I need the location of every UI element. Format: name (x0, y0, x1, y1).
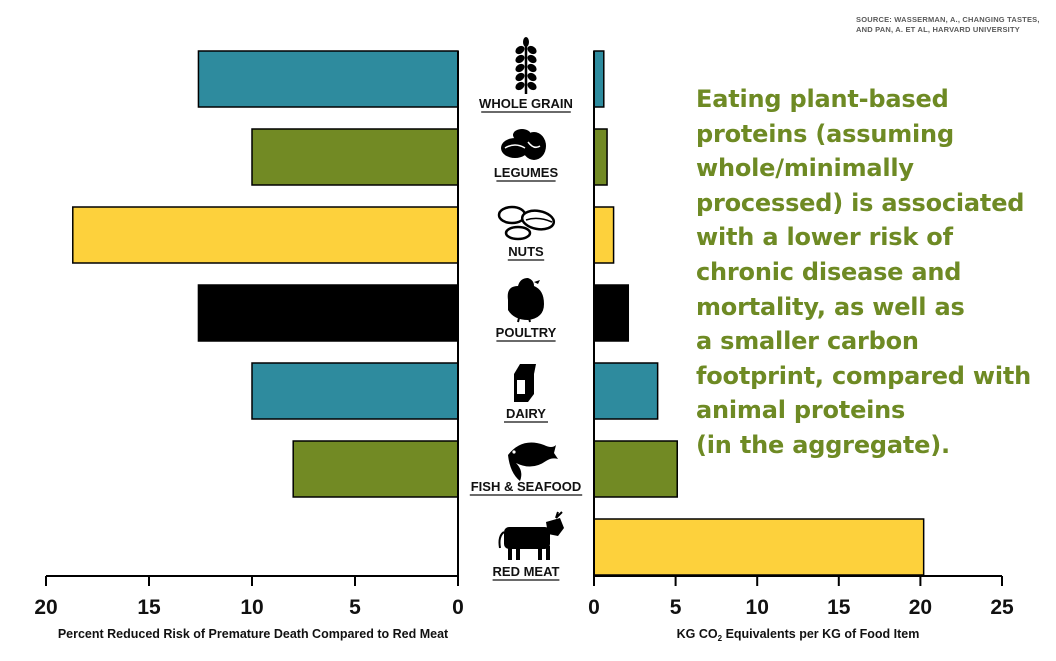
left-bar-dairy (251, 362, 459, 420)
left-bar-poultry (197, 284, 459, 342)
right-bar-poultry (593, 284, 630, 342)
category-label-dairy: DAIRY (506, 406, 546, 421)
left-bar-whole-grain (197, 50, 459, 108)
category-label-poultry: POULTRY (496, 325, 557, 340)
wheat-icon (515, 37, 537, 94)
left-tick-label: 5 (349, 596, 361, 619)
left-bars (72, 50, 459, 498)
left-tick-label: 10 (240, 596, 263, 619)
right-bars (593, 50, 925, 576)
right-x-axis-label: KG CO2 Equivalents per KG of Food Item (677, 627, 920, 643)
left-tick-label: 20 (34, 596, 57, 619)
category-label-legumes: LEGUMES (494, 165, 559, 180)
right-tick-label: 5 (670, 596, 682, 619)
source-note: SOURCE: WASSERMAN, A., CHANGING TASTES, … (856, 15, 1040, 34)
right-x-axis-label-sub: 2 (718, 634, 723, 643)
right-bar-whole-grain (593, 50, 605, 108)
headline-text: Eating plant-based proteins (assuming wh… (696, 85, 1032, 459)
left-bar-nuts (72, 206, 459, 264)
right-bar-fish-seafood (593, 440, 678, 498)
chicken-icon (507, 278, 544, 323)
cow-icon (498, 511, 564, 560)
right-tick-label: 15 (827, 596, 851, 619)
category-label-red-meat: RED MEAT (493, 564, 560, 579)
left-tick-label: 15 (137, 596, 161, 619)
category-icons (497, 37, 564, 560)
nuts-icon (497, 205, 556, 241)
right-tick-label: 25 (990, 596, 1014, 619)
axes: 0 5 10 15 20 0 5 10 15 20 25 (34, 51, 1014, 619)
category-label-whole-grain: WHOLE GRAIN (479, 96, 573, 111)
right-x-axis-label-prefix: KG CO (677, 627, 718, 641)
right-tick-label: 0 (588, 596, 600, 619)
milk-carton-icon (514, 364, 536, 402)
left-x-axis-label: Percent Reduced Risk of Premature Death … (58, 627, 449, 641)
category-labels: WHOLE GRAIN LEGUMES NUTS POULTRY DAIRY FISH &… (469, 96, 583, 581)
right-x-axis-label-suffix: Equivalents per KG of Food Item (722, 627, 919, 641)
right-bar-legumes (593, 128, 608, 186)
category-label-nuts: NUTS (508, 244, 544, 259)
left-tick-label: 0 (452, 596, 464, 619)
left-bar-legumes (251, 128, 459, 186)
right-tick-label: 20 (909, 596, 932, 619)
right-bar-dairy (593, 362, 659, 420)
right-bar-red-meat (593, 518, 925, 576)
right-bar-nuts (593, 206, 615, 264)
right-tick-label: 10 (746, 596, 769, 619)
category-label-fish-seafood: FISH & SEAFOOD (471, 479, 582, 494)
fish-icon (508, 442, 558, 481)
legumes-icon (501, 129, 546, 160)
left-bar-fish-seafood (292, 440, 459, 498)
